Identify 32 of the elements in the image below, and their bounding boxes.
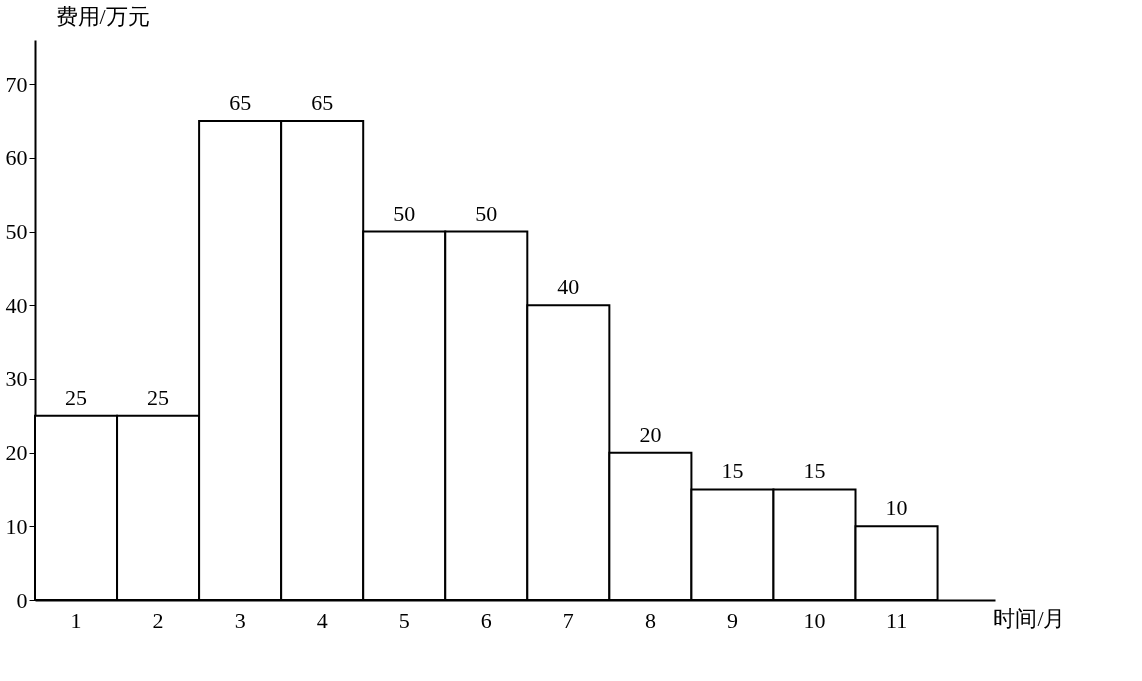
x-tick-label: 5 [398, 607, 410, 633]
x-tick-label: 1 [70, 607, 82, 633]
data-label: 15 [721, 458, 744, 484]
y-tick-label: 50 [5, 219, 28, 245]
x-axis-title: 时间/月 [993, 605, 1066, 631]
x-tick-label: 10 [803, 607, 826, 633]
data-label: 25 [65, 384, 88, 410]
y-tick-label: 10 [5, 513, 28, 539]
y-tick-label: 40 [5, 292, 28, 318]
x-tick-label: 11 [885, 607, 908, 633]
data-label: 50 [475, 200, 498, 226]
data-label: 20 [639, 421, 662, 447]
y-tick-label: 20 [5, 440, 28, 466]
x-tick-label: 9 [726, 607, 738, 633]
y-tick-label: 30 [5, 366, 28, 392]
y-tick-label: 70 [5, 71, 28, 97]
data-label: 40 [557, 274, 580, 300]
data-label: 65 [229, 90, 252, 116]
x-tick-label: 4 [316, 607, 328, 633]
y-tick-label: 0 [16, 587, 28, 613]
x-tick-label: 2 [152, 607, 164, 633]
x-tick-label: 6 [480, 607, 492, 633]
data-label: 65 [311, 90, 334, 116]
x-tick-label: 8 [644, 607, 656, 633]
y-tick-label: 60 [5, 145, 28, 171]
data-label: 25 [147, 384, 170, 410]
x-tick-label: 7 [562, 607, 574, 633]
data-label: 50 [393, 200, 416, 226]
x-tick-label: 3 [234, 607, 246, 633]
data-label: 15 [803, 458, 826, 484]
data-label: 10 [885, 495, 908, 521]
y-axis-title: 费用/万元 [55, 3, 150, 29]
